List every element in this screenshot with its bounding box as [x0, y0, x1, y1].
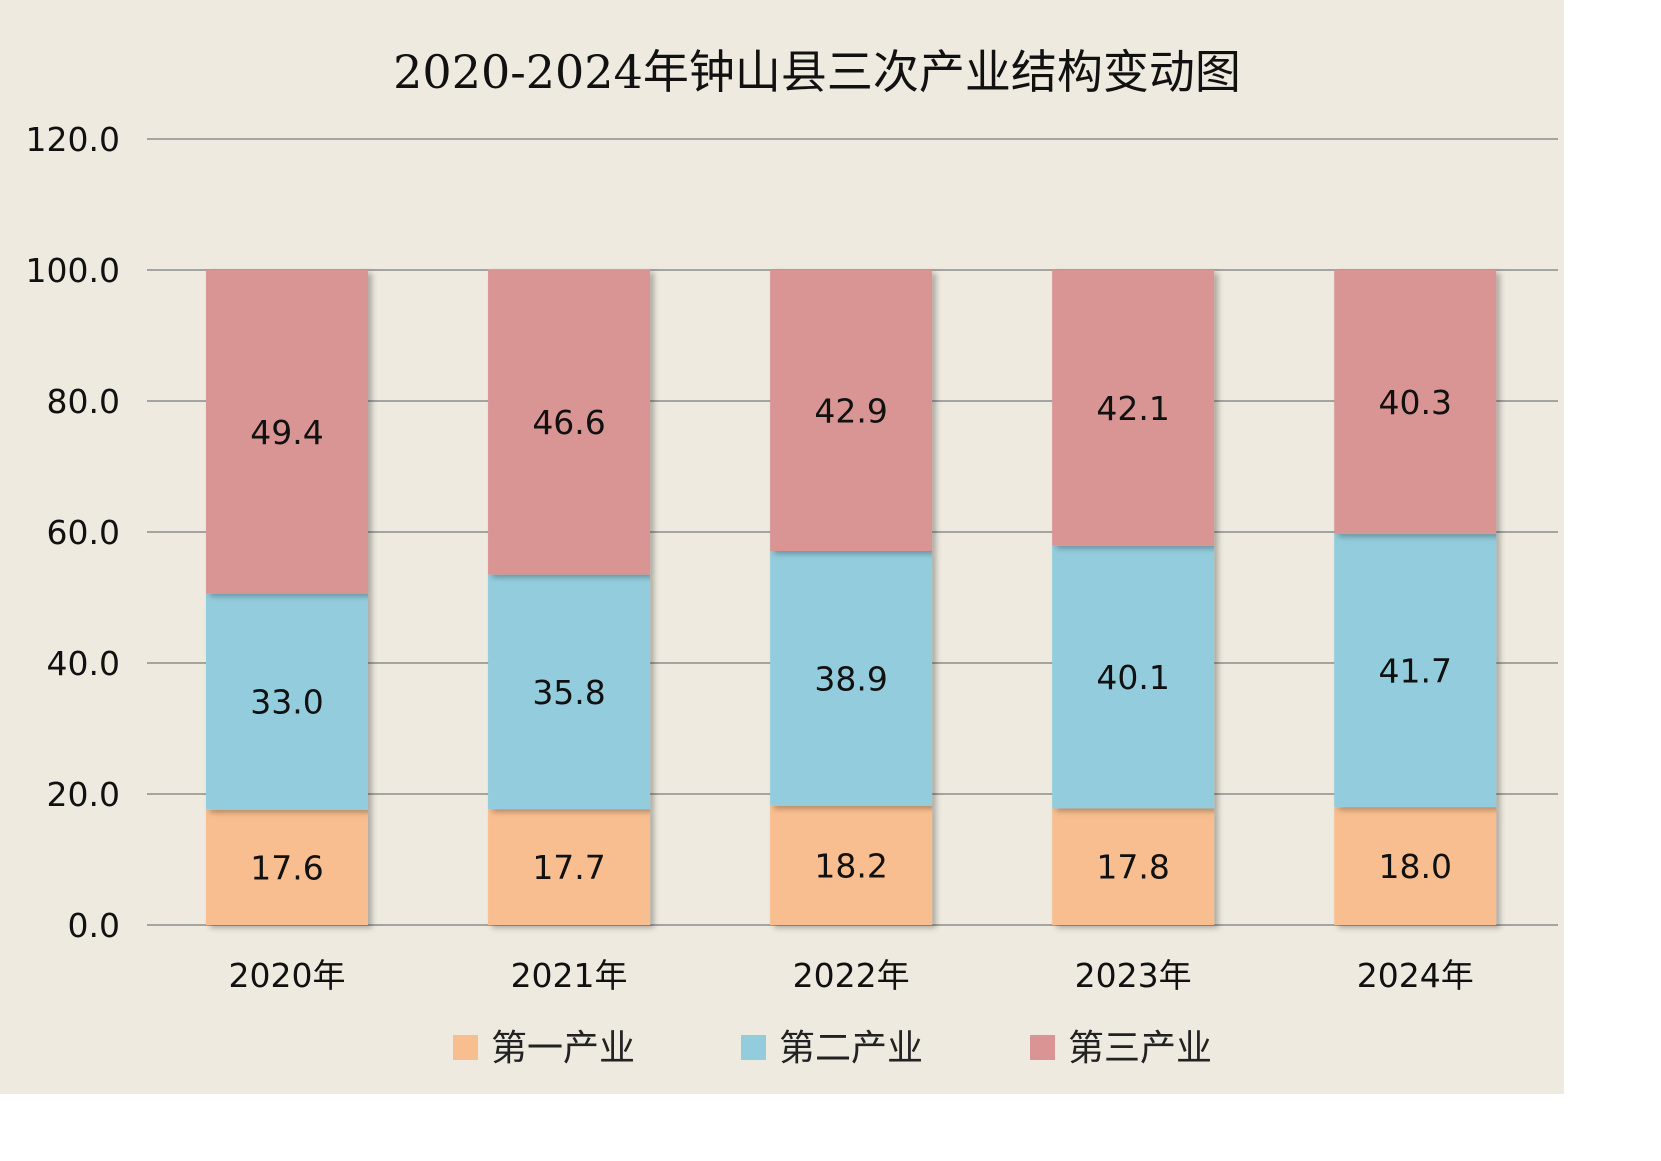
x-tick-label: 2021年	[511, 956, 628, 995]
y-tick-label: 100.0	[26, 251, 120, 290]
bar-segment	[1334, 270, 1497, 534]
data-label-layer: 17.6 33.0 49.4 17.7 35.8 46.6 18.2 38.9 42.9 17.8…	[250, 383, 1452, 887]
bar-segment	[770, 805, 933, 925]
data-label: 49.4	[250, 413, 323, 452]
y-tick-label: 20.0	[47, 775, 120, 814]
bar-segment	[206, 809, 368, 925]
y-tick-label: 120.0	[26, 120, 120, 159]
legend-swatch	[741, 1035, 766, 1060]
data-label: 46.6	[532, 403, 605, 442]
x-tick-label: 2020年	[229, 956, 346, 995]
chart-title: 2020-2024年钟山县三次产业结构变动图	[393, 45, 1241, 99]
data-label: 40.1	[1096, 658, 1169, 697]
bar-stack	[1052, 270, 1215, 925]
y-tick-label: 0.0	[68, 906, 120, 945]
y-axis-tick-labels: 0.0 20.0 40.0 60.0 80.0 100.0 120.0	[26, 120, 120, 945]
bar-segment	[1052, 270, 1215, 546]
legend-item: 第二产业	[741, 1028, 923, 1069]
bar-segment	[488, 574, 651, 810]
y-tick-label: 60.0	[47, 513, 120, 552]
bar-segment	[488, 809, 651, 925]
data-label: 18.0	[1378, 847, 1451, 886]
bar-stack	[1334, 270, 1497, 925]
legend-label: 第二产业	[779, 1028, 923, 1069]
x-tick-label: 2024年	[1357, 956, 1474, 995]
data-label: 40.3	[1378, 383, 1451, 422]
data-label: 42.1	[1096, 389, 1169, 428]
x-axis-tick-labels: 2020年 2021年 2022年 2023年 2024年	[229, 956, 1474, 995]
bar-segment	[1334, 807, 1497, 925]
data-label: 18.2	[814, 846, 887, 885]
data-label: 38.9	[814, 659, 887, 698]
legend-label: 第三产业	[1068, 1028, 1212, 1069]
data-label: 41.7	[1378, 652, 1451, 691]
data-label: 17.6	[250, 848, 323, 887]
bar-stack	[770, 270, 933, 925]
data-label: 42.9	[814, 391, 887, 430]
data-label: 35.8	[532, 673, 605, 712]
bar-segment	[1052, 808, 1215, 925]
chart-panel: 2020-2024年钟山县三次产业结构变动图 0.0 20.0 40.0 60.0 80…	[0, 0, 1564, 1094]
x-tick-label: 2022年	[793, 956, 910, 995]
bar-segment	[488, 269, 651, 575]
legend: 第一产业 第二产业 第三产业	[453, 1028, 1212, 1069]
legend-swatch	[453, 1035, 478, 1060]
bar-segment	[1334, 533, 1497, 808]
bar-stack	[206, 270, 368, 925]
bar-segment	[206, 593, 368, 810]
bar-layer	[206, 269, 1497, 925]
y-tick-label: 80.0	[47, 382, 120, 421]
y-tick-label: 40.0	[47, 644, 120, 683]
legend-item: 第三产业	[1030, 1028, 1212, 1069]
legend-swatch	[1030, 1035, 1055, 1060]
legend-item: 第一产业	[453, 1028, 635, 1069]
bar-segment	[1052, 545, 1215, 809]
x-tick-label: 2023年	[1075, 956, 1192, 995]
data-label: 33.0	[250, 683, 323, 722]
legend-label: 第一产业	[491, 1028, 635, 1069]
stacked-bar-chart: 2020-2024年钟山县三次产业结构变动图 0.0 20.0 40.0 60.0 80…	[26, 45, 1558, 1069]
bar-segment	[770, 270, 933, 551]
bar-stack	[488, 269, 651, 925]
data-label: 17.8	[1096, 848, 1169, 887]
bar-segment	[206, 270, 368, 594]
bar-segment	[770, 550, 933, 806]
data-label: 17.7	[532, 848, 605, 887]
